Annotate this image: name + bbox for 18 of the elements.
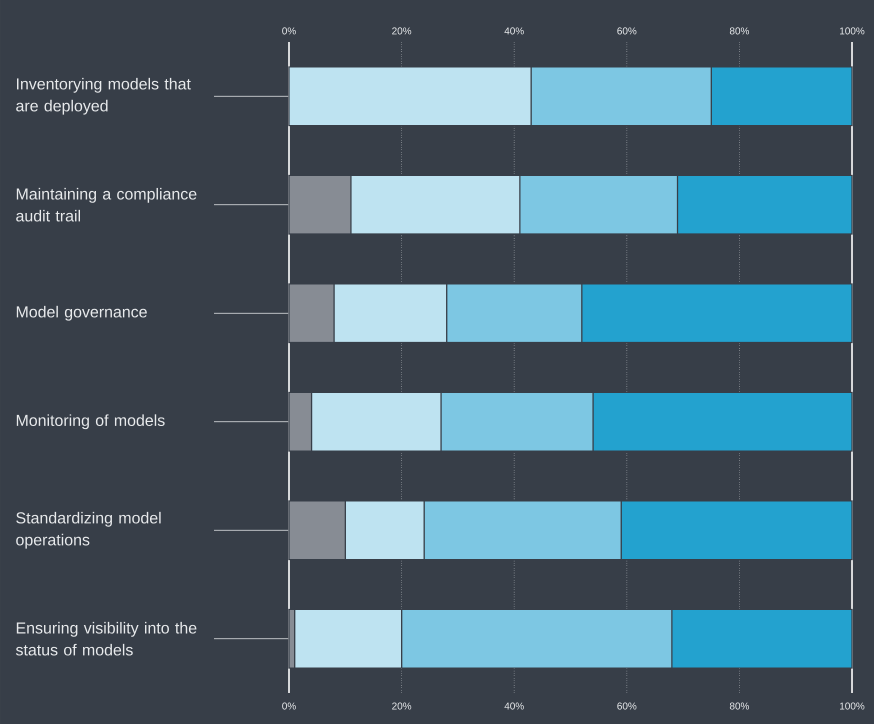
x-tick-label: 100% bbox=[840, 27, 864, 34]
x2-tick-label: 100% bbox=[840, 702, 864, 710]
x-tick-label: 80% bbox=[730, 27, 750, 34]
x-tick-label: 40% bbox=[504, 27, 524, 34]
x2-tick-label: 20% bbox=[392, 702, 412, 710]
y-tick-label: Model governance bbox=[16, 306, 147, 321]
x-tick-label: 20% bbox=[392, 27, 412, 34]
x2-tick-label: 40% bbox=[504, 702, 524, 710]
y-tick-label: Ensuring visibility into the status of models bbox=[16, 622, 196, 656]
x-tick-label: 0% bbox=[282, 27, 296, 34]
y-tick-label: Maintaining a compliance audit trail bbox=[16, 188, 196, 222]
y-tick-label: Monitoring of models bbox=[16, 414, 165, 430]
x2-tick-label: 80% bbox=[730, 702, 750, 710]
y-tick-label: Inventorying models that are deployed bbox=[16, 78, 191, 115]
y-tick-label: Standardizing model operations bbox=[16, 512, 161, 549]
x-tick-label: 60% bbox=[617, 27, 636, 34]
x2-tick-label: 60% bbox=[617, 702, 636, 710]
x2-tick-label: 0% bbox=[282, 702, 296, 710]
